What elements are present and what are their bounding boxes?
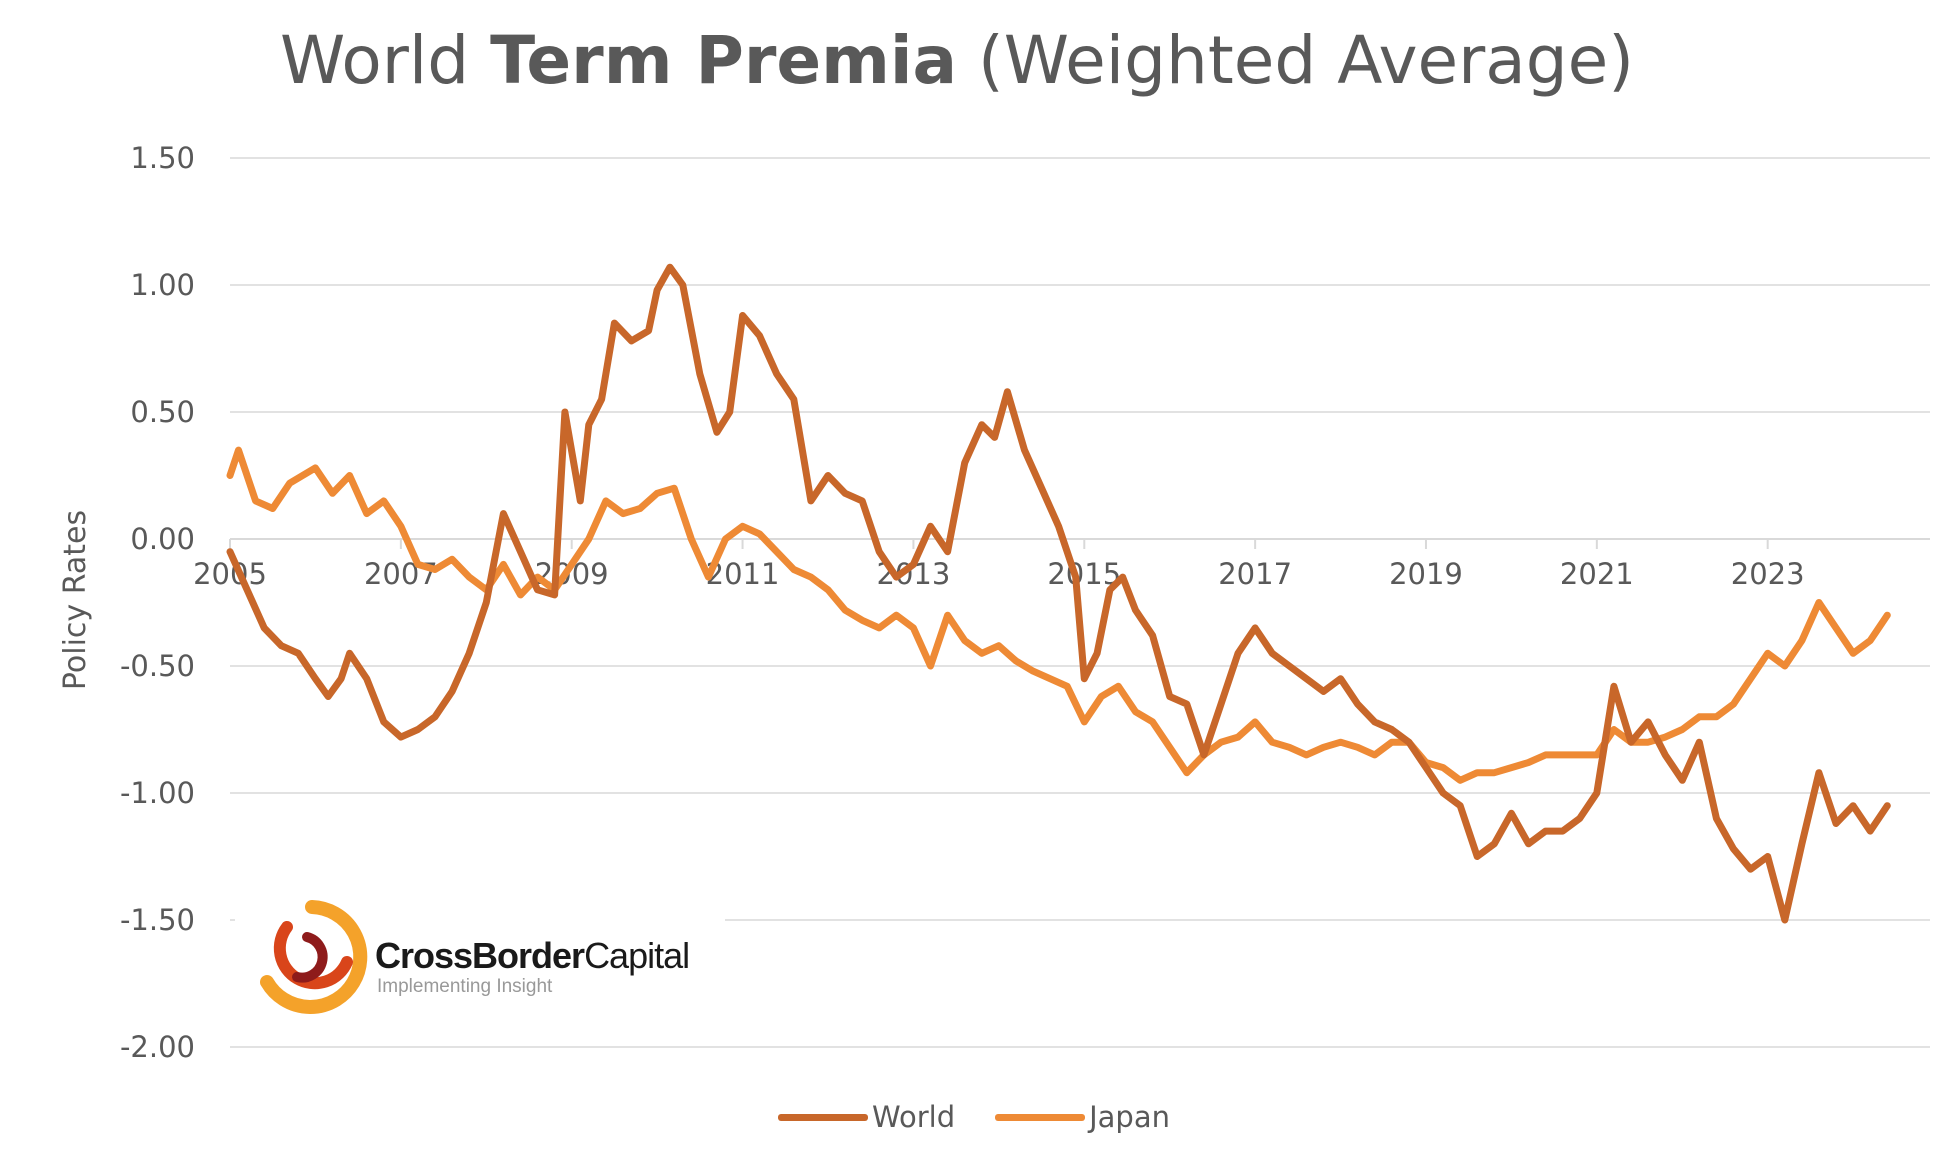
x-tick-label: 2005	[193, 557, 267, 591]
y-tick-label: 1.50	[130, 141, 195, 175]
x-tick-label: 2017	[1218, 557, 1292, 591]
y-tick-label: 1.00	[130, 268, 195, 302]
x-tick-label: 2015	[1047, 557, 1121, 591]
y-tick-label: -1.50	[120, 903, 195, 937]
legend-swatch-japan	[995, 1113, 1086, 1121]
legend-swatch-world	[778, 1113, 868, 1121]
legend-item-world: World	[778, 1100, 955, 1134]
x-tick-label: 2019	[1389, 557, 1463, 591]
logo-swirl-icon	[260, 900, 368, 1014]
x-tick-label: 2023	[1731, 557, 1805, 591]
legend: World Japan	[0, 1100, 1948, 1134]
legend-label-japan: Japan	[1089, 1100, 1170, 1134]
logo-tagline: Implementing Insight	[377, 976, 553, 997]
series-line-japan	[226, 446, 1891, 784]
y-tick-label: 0.00	[130, 522, 195, 556]
y-tick-label: -2.00	[120, 1030, 195, 1064]
x-tick-label: 2007	[364, 557, 438, 591]
x-tick-label: 2021	[1560, 557, 1634, 591]
legend-item-japan: Japan	[995, 1100, 1170, 1134]
y-tick-label: -1.00	[120, 776, 195, 810]
legend-label-world: World	[872, 1100, 956, 1134]
logo-name: CrossBorderCapital	[375, 935, 690, 976]
y-tick-label: -0.50	[120, 649, 195, 683]
series-line-world	[226, 263, 1891, 924]
crossbordercapital-logo: CrossBorderCapital Implementing Insight	[235, 880, 725, 1030]
y-axis-label: Policy Rates	[58, 510, 93, 690]
y-tick-label: 0.50	[130, 395, 195, 429]
chart-title: World Term Premia (Weighted Average)	[280, 22, 1634, 99]
